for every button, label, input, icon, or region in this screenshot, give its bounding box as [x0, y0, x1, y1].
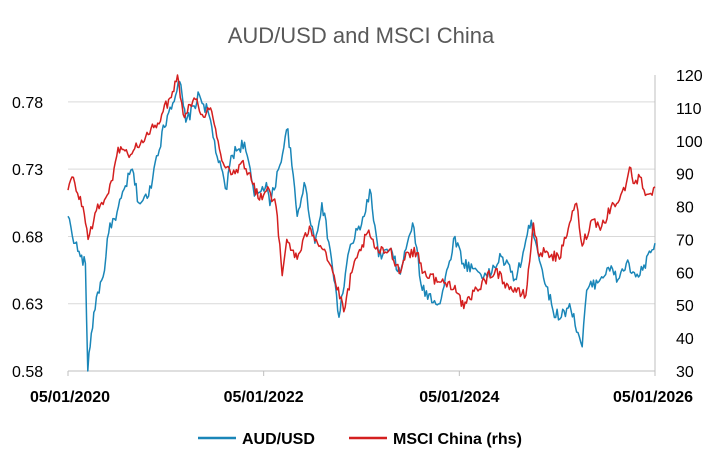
y-right-tick-label: 90 [676, 167, 694, 184]
x-tick-label: 05/01/2024 [419, 389, 499, 406]
series-line-aud-usd [67, 80, 656, 372]
y-left-tick-label: 0.58 [12, 364, 43, 381]
y-right-tick-label: 50 [676, 298, 694, 315]
y-left-tick-label: 0.63 [12, 297, 43, 314]
chart-title: AUD/USD and MSCI China [228, 23, 495, 48]
y-right-tick-label: 60 [676, 265, 694, 282]
legend-label: AUD/USD [242, 431, 315, 448]
y-right-tick-label: 120 [676, 68, 703, 85]
y-right-tick-label: 40 [676, 331, 694, 348]
y-right-tick-label: 110 [676, 101, 702, 118]
y-right-tick-label: 80 [676, 200, 694, 217]
x-tick-label: 05/01/2022 [224, 389, 304, 406]
y-right-tick-label: 100 [676, 134, 703, 151]
y-left-tick-label: 0.73 [12, 162, 43, 179]
series-line-msci-china [67, 74, 656, 313]
y-left-tick-label: 0.78 [12, 95, 43, 112]
x-tick-label: 05/01/2020 [30, 389, 110, 406]
legend: AUD/USD MSCI China (rhs) [198, 431, 522, 448]
series-lines [67, 74, 656, 372]
y-left-tick-label: 0.68 [12, 229, 43, 246]
legend-label: MSCI China (rhs) [393, 431, 522, 448]
x-tick-label: 05/01/2026 [613, 389, 693, 406]
axes: 0.58 0.63 0.68 0.73 0.78 30 40 50 60 70 80 90 100 110… [12, 68, 703, 406]
y-right-tick-label: 70 [676, 232, 694, 249]
y-right-tick-label: 30 [676, 364, 694, 381]
